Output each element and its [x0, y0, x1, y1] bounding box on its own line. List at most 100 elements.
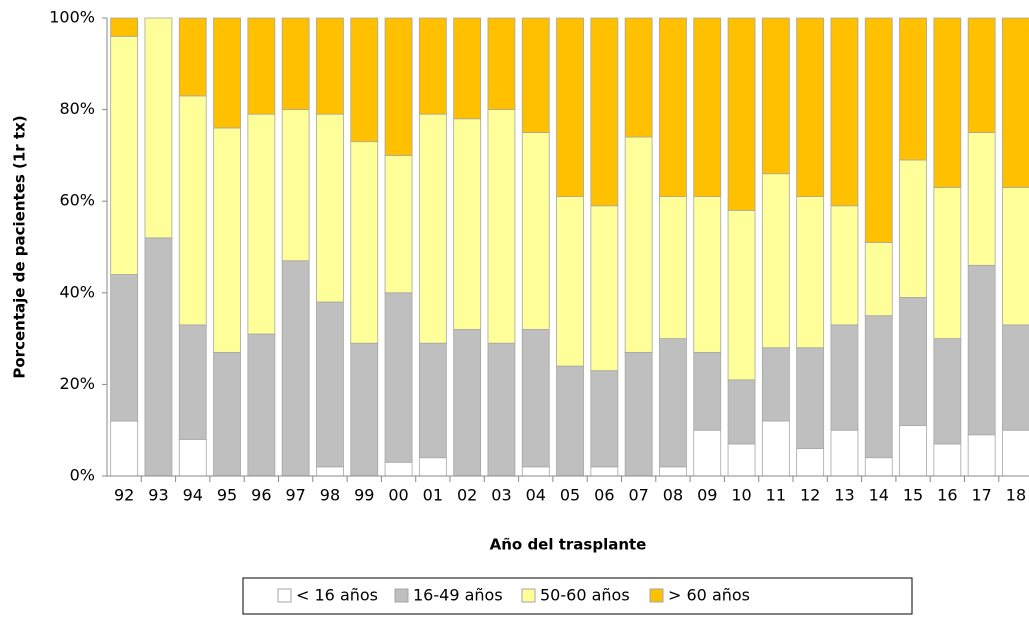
bar-segment [1002, 187, 1029, 326]
x-tick-label: 02 [457, 486, 477, 505]
bar-segment [727, 379, 756, 445]
bar-segment [418, 113, 447, 344]
bar-segment [590, 205, 619, 372]
x-tick-label: 07 [628, 486, 648, 505]
x-tick-label: 00 [388, 486, 408, 505]
bar-segment [864, 17, 893, 243]
bar-segment [556, 17, 584, 198]
bar-segment [316, 17, 344, 115]
legend-box [242, 577, 913, 615]
bar-segment [864, 242, 893, 317]
x-tick-label: 14 [869, 486, 889, 505]
x-tick-label: 96 [251, 486, 271, 505]
x-tick-label: 99 [354, 486, 374, 505]
bar-segment [178, 95, 207, 326]
bar-segment [830, 429, 859, 477]
bar-segment [556, 365, 584, 477]
bar-segment [418, 457, 447, 477]
bar-segment [247, 333, 276, 477]
bar-segment [1002, 324, 1029, 431]
legend-label: 16-49 años [413, 586, 503, 605]
bar-segment [350, 141, 379, 344]
bar-segment [693, 196, 722, 353]
bar-segment [899, 159, 927, 298]
bar-segment [796, 448, 825, 477]
x-tick-label: 17 [971, 486, 991, 505]
bar-segment [487, 109, 516, 344]
x-tick-label: 04 [526, 486, 546, 505]
bar-segment [453, 17, 482, 120]
bar-segment [110, 420, 139, 477]
bar-segment [659, 17, 687, 198]
y-tick-label: 60% [59, 191, 95, 210]
legend-swatch [521, 588, 536, 603]
bar-segment [556, 196, 584, 367]
x-tick-label: 94 [183, 486, 203, 505]
x-tick-label: 95 [217, 486, 237, 505]
bar-segment [864, 457, 893, 477]
bar-segment [144, 237, 173, 477]
bar-segment [693, 17, 722, 198]
bar-segment [453, 118, 482, 330]
y-tick-label: 40% [59, 282, 95, 301]
x-tick-label: 98 [320, 486, 340, 505]
bar-segment [521, 329, 550, 468]
bar-segment [933, 338, 962, 445]
bar-segment [864, 315, 893, 459]
x-tick-label: 06 [594, 486, 614, 505]
bar-segment [624, 17, 653, 138]
bar-segment [967, 17, 996, 133]
x-tick-label: 93 [148, 486, 168, 505]
y-axis-title: Porcentaje de pacientes (1r tx) [11, 115, 29, 378]
bar-segment [144, 17, 173, 239]
bar-segment [418, 17, 447, 115]
x-tick-label: 11 [766, 486, 786, 505]
x-tick-label: 97 [285, 486, 305, 505]
bar-segment [967, 132, 996, 266]
bar-segment [281, 109, 310, 262]
bar-segment [110, 17, 139, 37]
bar-segment [796, 196, 825, 349]
x-tick-label: 16 [937, 486, 957, 505]
bar-segment [899, 425, 927, 477]
bar-segment [693, 429, 722, 477]
bar-segment [590, 370, 619, 468]
bar-segment [247, 17, 276, 115]
legend-swatch [277, 588, 292, 603]
bar-segment [213, 351, 241, 477]
bar-segment [933, 443, 962, 477]
x-tick-label: 12 [800, 486, 820, 505]
bar-segment [316, 466, 344, 477]
bar-segment [659, 196, 687, 339]
bar-segment [384, 154, 413, 294]
x-tick-label: 09 [697, 486, 717, 505]
bar-segment [693, 351, 722, 431]
legend-swatch [649, 588, 664, 603]
bar-segment [350, 17, 379, 143]
bar-segment [316, 301, 344, 468]
legend-label: 50-60 años [540, 586, 630, 605]
bar-segment [967, 434, 996, 477]
bar-segment [110, 35, 139, 275]
legend-label: < 16 años [296, 586, 378, 605]
y-tick-label: 0% [70, 466, 95, 485]
bar-segment [521, 466, 550, 477]
bar-segment [110, 274, 139, 422]
bar-segment [384, 17, 413, 156]
bar-segment [830, 324, 859, 431]
x-tick-label: 18 [1006, 486, 1026, 505]
bar-segment [213, 17, 241, 129]
bar-segment [487, 342, 516, 477]
bar-segment [1002, 17, 1029, 188]
bar-segment [247, 113, 276, 335]
bar-segment [384, 292, 413, 463]
x-tick-label: 92 [114, 486, 134, 505]
bar-segment [384, 461, 413, 477]
bar-segment [178, 17, 207, 97]
bar-segment [727, 209, 756, 381]
x-tick-label: 13 [834, 486, 854, 505]
bar-segment [350, 342, 379, 477]
bar-segment [830, 205, 859, 326]
bar-segment [761, 420, 790, 477]
